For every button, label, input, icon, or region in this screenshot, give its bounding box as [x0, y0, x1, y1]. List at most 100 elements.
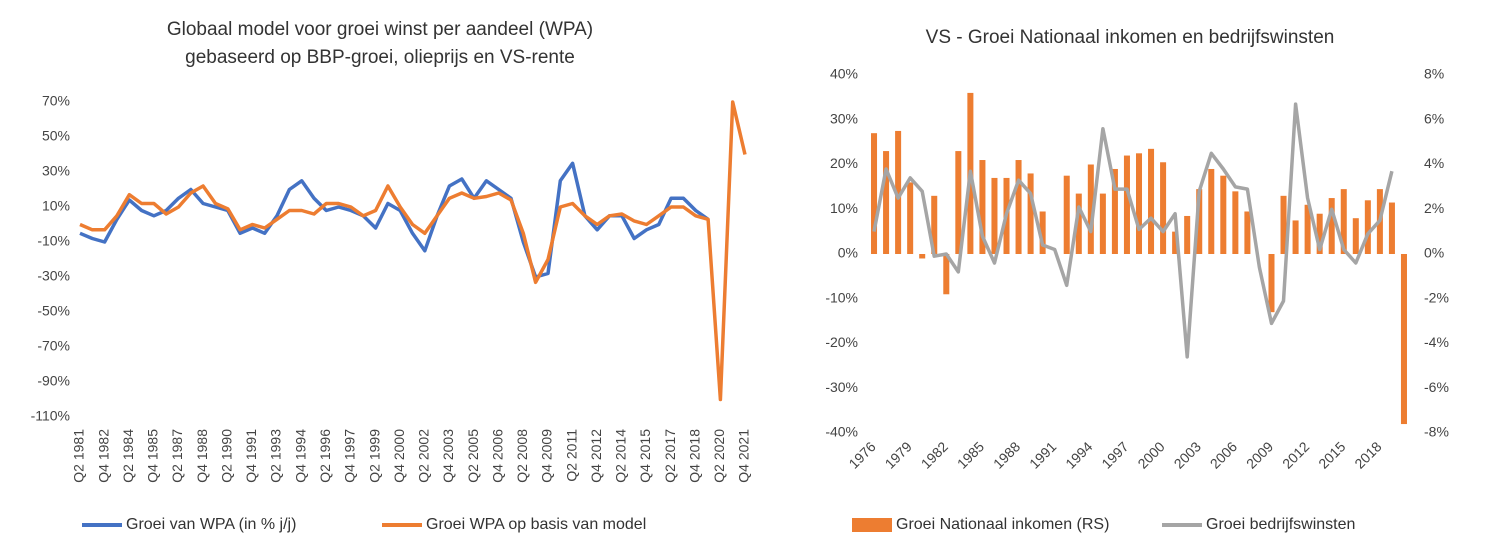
bar — [1087, 164, 1094, 254]
x-tick-label: Q4 2021 — [736, 429, 752, 483]
y-tick-label: -40% — [825, 424, 858, 440]
bar — [1039, 211, 1046, 254]
x-tick-label: Q2 1981 — [71, 429, 87, 483]
x-tick-label: 1997 — [1098, 438, 1131, 471]
x-tick-label: Q2 1987 — [169, 429, 185, 483]
y2-tick-label: -4% — [1424, 334, 1449, 350]
bar — [1015, 160, 1022, 254]
x-tick-label: Q2 1990 — [218, 429, 234, 483]
y2-tick-label: 8% — [1424, 66, 1444, 82]
y-tick-label: 10% — [830, 200, 858, 216]
x-tick-label: Q4 1991 — [243, 429, 259, 483]
y2-tick-label: 6% — [1424, 110, 1444, 126]
x-tick-label: 2012 — [1279, 438, 1312, 471]
x-tick-label: 1976 — [845, 438, 878, 471]
x-tick-label: Q2 1996 — [317, 429, 333, 483]
chart-title: Globaal model voor groei winst per aande… — [167, 19, 593, 40]
x-tick-label: Q2 2020 — [711, 429, 727, 483]
x-tick-label: 2006 — [1207, 438, 1240, 471]
bar — [1196, 189, 1203, 254]
bar — [919, 254, 926, 259]
bar — [1135, 153, 1143, 254]
bar — [1123, 155, 1130, 254]
bar — [1352, 218, 1359, 254]
line-series — [79, 161, 710, 279]
bar — [1184, 215, 1191, 254]
y-tick-label: 50% — [42, 128, 70, 144]
bar — [979, 160, 986, 254]
y-tick-label: 70% — [42, 93, 70, 109]
x-tick-label: 1982 — [918, 438, 951, 471]
x-tick-label: 2009 — [1243, 438, 1276, 471]
y-tick-label: -10% — [37, 233, 70, 249]
x-tick-label: Q4 2012 — [588, 429, 604, 483]
x-tick-label: 2015 — [1315, 438, 1348, 471]
x-tick-label: Q2 2014 — [613, 429, 629, 483]
bar — [871, 133, 878, 254]
x-tick-label: 1994 — [1062, 438, 1095, 471]
bar — [1244, 211, 1251, 254]
chart-title: VS - Groei Nationaal inkomen en bedrijfs… — [926, 27, 1335, 48]
y-tick-label: -50% — [37, 303, 70, 319]
bar — [1364, 200, 1371, 254]
bar — [1388, 202, 1395, 254]
x-tick-label: Q4 2018 — [686, 429, 702, 483]
bar — [1172, 231, 1179, 254]
y2-tick-label: -8% — [1424, 424, 1449, 440]
chart-title: gebaseerd op BBP-groei, olieprijs en VS-… — [185, 47, 575, 68]
bar — [1400, 254, 1407, 425]
x-tick-label: Q4 1997 — [342, 429, 358, 483]
legend-label: Groei bedrijfswinsten — [1206, 516, 1355, 533]
x-tick-label: Q4 2015 — [637, 429, 653, 483]
bar — [907, 182, 914, 254]
x-tick-label: Q4 2009 — [539, 429, 555, 483]
bar — [1316, 213, 1323, 254]
bar — [1280, 195, 1287, 254]
bar — [1208, 168, 1215, 254]
bar — [895, 130, 902, 254]
x-tick-label: Q4 1985 — [145, 429, 161, 483]
y-tick-label: 40% — [830, 66, 858, 82]
y-tick-label: 10% — [42, 198, 70, 214]
y-tick-label: -110% — [31, 408, 70, 424]
x-tick-label: Q4 1982 — [95, 429, 111, 483]
x-tick-label: Q2 2005 — [465, 429, 481, 483]
bar — [1160, 162, 1167, 254]
legend-label: Groei van WPA (in % j/j) — [126, 516, 296, 533]
x-tick-label: Q2 1993 — [268, 429, 284, 483]
y2-tick-label: 2% — [1424, 200, 1444, 216]
x-tick-label: 1991 — [1026, 438, 1059, 471]
legend-label: Groei WPA op basis van model — [426, 516, 646, 533]
y-tick-label: -70% — [37, 338, 70, 354]
x-tick-label: Q4 1994 — [292, 429, 308, 483]
x-tick-label: Q2 2002 — [416, 429, 432, 483]
y-tick-label: -30% — [825, 379, 858, 395]
bar — [883, 151, 890, 254]
line-series — [79, 100, 747, 402]
y-tick-label: -30% — [37, 268, 70, 284]
bar — [1111, 168, 1118, 254]
y2-tick-label: -6% — [1424, 379, 1449, 395]
x-tick-label: Q2 1999 — [366, 429, 382, 483]
bar — [1328, 198, 1335, 254]
legend-label: Groei Nationaal inkomen (RS) — [896, 516, 1109, 533]
bar — [1075, 193, 1082, 254]
bar — [931, 195, 938, 254]
bar — [1099, 193, 1106, 254]
y-tick-label: 0% — [838, 245, 858, 261]
x-tick-label: Q2 1984 — [120, 429, 136, 483]
x-tick-label: 1979 — [882, 438, 915, 471]
bar — [1304, 204, 1311, 254]
bar — [1220, 175, 1227, 254]
x-tick-label: Q2 2008 — [514, 429, 530, 483]
x-tick-label: Q2 2017 — [662, 429, 678, 483]
y-tick-label: 30% — [830, 110, 858, 126]
y2-tick-label: -2% — [1424, 289, 1449, 305]
y-tick-label: -90% — [37, 373, 70, 389]
y-tick-label: 20% — [830, 155, 858, 171]
bar — [1292, 220, 1299, 254]
bar — [991, 177, 998, 254]
bar — [943, 254, 950, 295]
x-tick-label: Q4 2000 — [391, 429, 407, 483]
